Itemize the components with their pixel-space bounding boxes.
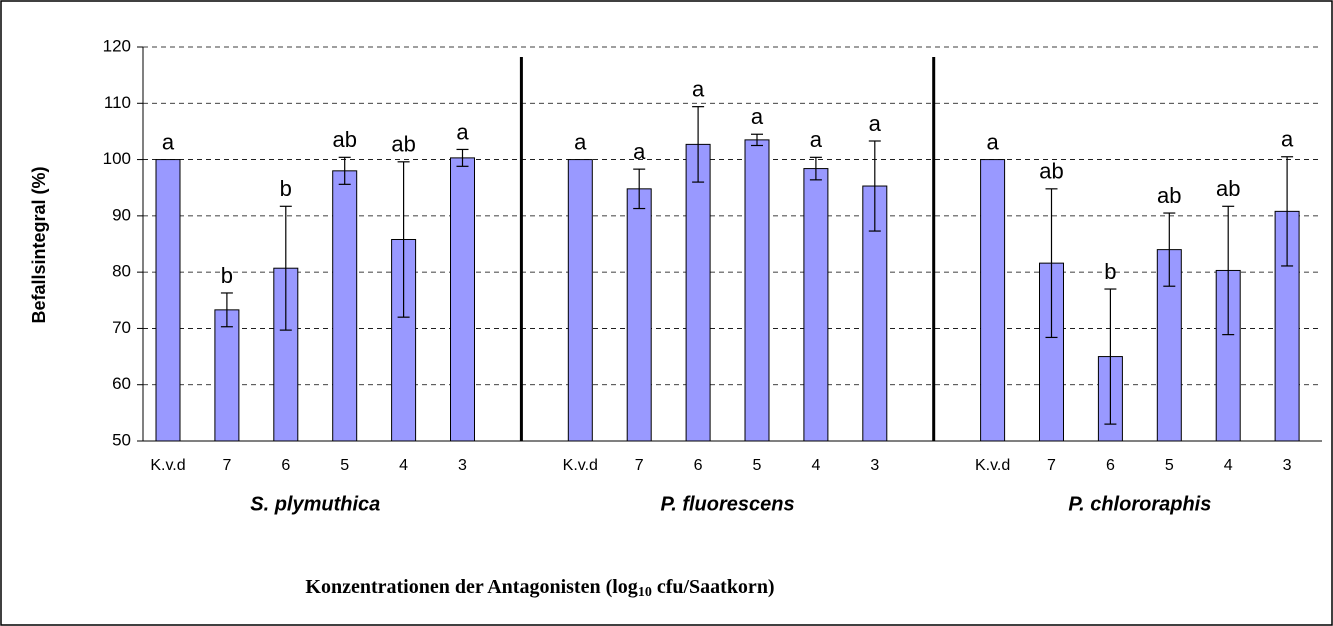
bar bbox=[155, 159, 181, 442]
bar bbox=[744, 139, 770, 442]
x-axis-label-part: cfu/Saatkorn) bbox=[652, 576, 775, 598]
annotation: b bbox=[221, 263, 233, 288]
group-label: P. fluorescens bbox=[660, 493, 794, 515]
x-tick-label: 4 bbox=[399, 457, 408, 474]
x-tick-label: 5 bbox=[753, 457, 762, 474]
annotation: b bbox=[280, 176, 292, 201]
x-tick-label: K.v.d bbox=[975, 457, 1010, 474]
y-tick-label: 70 bbox=[112, 318, 131, 337]
x-axis-label: Konzentrationen der Antagonisten (log10 … bbox=[305, 576, 774, 601]
x-axis-label-subscript: 10 bbox=[638, 585, 652, 600]
bar bbox=[626, 188, 652, 442]
annotation: a bbox=[1281, 127, 1294, 152]
annotation: a bbox=[574, 129, 587, 154]
x-tick-label: 4 bbox=[1224, 457, 1233, 474]
annotation: a bbox=[633, 139, 646, 164]
y-tick-label: 110 bbox=[104, 93, 131, 112]
x-tick-label: 6 bbox=[694, 457, 703, 474]
y-tick-label: 60 bbox=[112, 374, 131, 393]
y-axis-label: Befallsintegral (%) bbox=[29, 166, 49, 323]
bar bbox=[214, 309, 240, 442]
annotation: ab bbox=[332, 127, 356, 152]
y-tick-label: 100 bbox=[103, 149, 131, 168]
bar bbox=[450, 157, 475, 442]
group-label: S. plymuthica bbox=[250, 493, 380, 515]
y-tick-label: 90 bbox=[112, 205, 131, 224]
annotation: a bbox=[810, 127, 823, 152]
x-tick-label: 3 bbox=[870, 457, 879, 474]
annotation: a bbox=[692, 76, 705, 101]
annotation: ab bbox=[1157, 183, 1181, 208]
annotation: a bbox=[986, 129, 999, 154]
x-tick-label: 7 bbox=[222, 457, 231, 474]
x-tick-label: 5 bbox=[340, 457, 349, 474]
annotation: ab bbox=[1216, 176, 1240, 201]
bar bbox=[803, 168, 829, 442]
annotation: a bbox=[751, 104, 764, 129]
x-tick-label: 6 bbox=[281, 457, 290, 474]
x-tick-label: 7 bbox=[635, 457, 644, 474]
x-tick-label: 5 bbox=[1165, 457, 1174, 474]
annotation: ab bbox=[391, 132, 415, 157]
bar bbox=[685, 143, 711, 442]
annotation: ab bbox=[1039, 159, 1063, 184]
x-tick-label: 6 bbox=[1106, 457, 1115, 474]
group-label: P. chlororaphis bbox=[1068, 493, 1211, 515]
x-tick-label: 7 bbox=[1047, 457, 1056, 474]
x-tick-label: K.v.d bbox=[150, 457, 185, 474]
bar bbox=[567, 159, 593, 442]
annotation: a bbox=[456, 119, 469, 144]
y-tick-label: 120 bbox=[103, 36, 131, 55]
bar bbox=[980, 159, 1006, 442]
x-tick-label: K.v.d bbox=[563, 457, 598, 474]
annotation: b bbox=[1104, 259, 1116, 284]
x-axis-label-part: Konzentrationen der Antagonisten (log bbox=[305, 576, 637, 598]
x-tick-label: 3 bbox=[458, 457, 467, 474]
annotation: a bbox=[869, 111, 882, 136]
y-tick-label: 80 bbox=[112, 262, 131, 281]
bar bbox=[332, 170, 358, 442]
x-tick-label: 3 bbox=[1283, 457, 1292, 474]
x-tick-label: 4 bbox=[811, 457, 820, 474]
annotation: a bbox=[162, 129, 175, 154]
y-tick-label: 50 bbox=[112, 430, 131, 449]
